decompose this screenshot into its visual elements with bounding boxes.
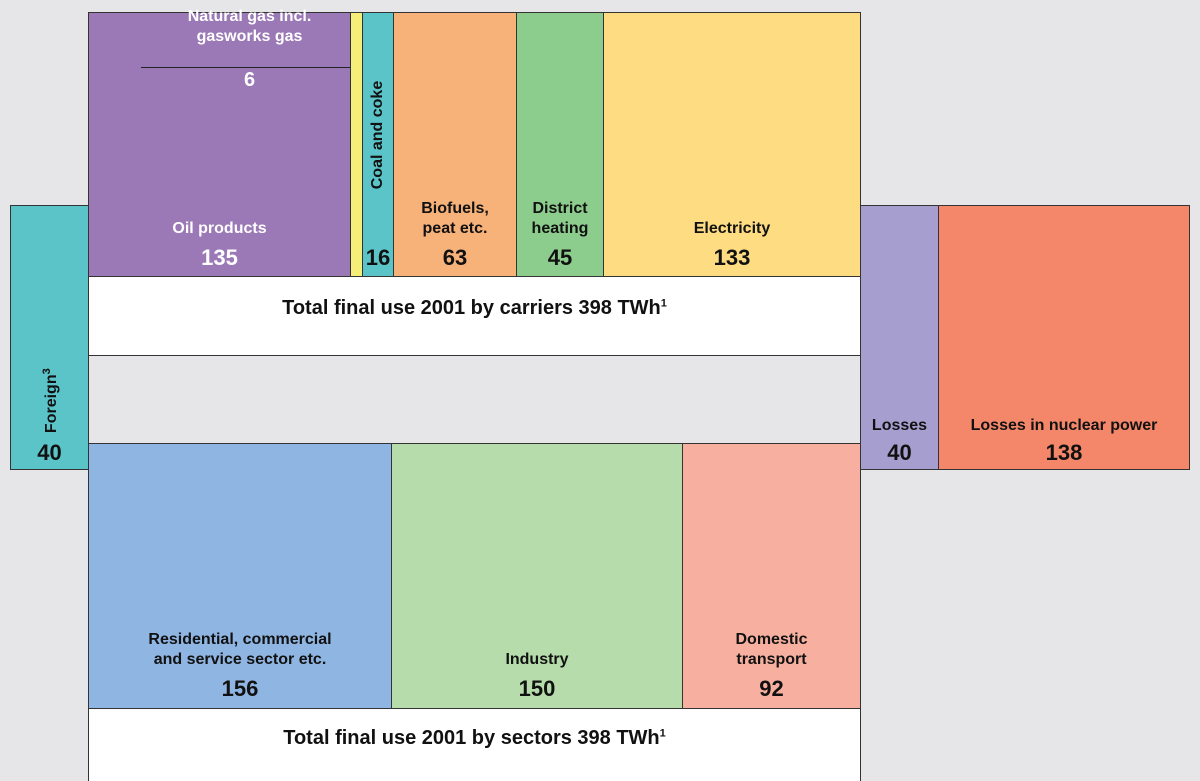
label: Biofuels, peat etc. — [394, 199, 516, 239]
footnote-mark: 1 — [660, 297, 667, 310]
label: Residential, commercial and service secto… — [89, 630, 391, 670]
label-line: and service sector etc. — [153, 651, 327, 668]
biofuels: Biofuels, peat etc. 63 — [393, 12, 517, 277]
label-line: Losses — [871, 417, 928, 434]
label-line: Foreign — [43, 374, 61, 434]
nuclear-losses: Losses in nuclear power 138 — [938, 205, 1190, 470]
losses: Losses 40 — [860, 205, 939, 470]
label-line: transport — [736, 651, 807, 668]
value: 40 — [37, 440, 62, 465]
value: 135 — [201, 245, 238, 270]
label-line: Coal and coke — [369, 80, 386, 190]
label: Losses — [861, 416, 938, 436]
sectors-total: Total final use 2001 by sectors 398 TWh1 — [88, 708, 861, 781]
total-title: Total final use 2001 by carriers 398 TWh… — [89, 297, 860, 320]
label: District heating — [517, 199, 603, 239]
industry: Industry 150 — [391, 443, 683, 709]
residential: Residential, commercial and service secto… — [88, 443, 392, 709]
label-line: gasworks gas — [196, 28, 303, 45]
label-line: Losses in nuclear power — [970, 417, 1158, 434]
label-line: Residential, commercial — [148, 631, 332, 648]
label-line: Domestic — [735, 631, 808, 648]
electricity: Electricity 133 — [603, 12, 861, 277]
label-line: Natural gas incl. — [187, 8, 312, 25]
label: Natural gas incl. gasworks gas — [129, 7, 370, 47]
label-line: heating — [531, 220, 589, 237]
value: 92 — [759, 676, 784, 701]
footnote-mark: 1 — [659, 727, 666, 740]
label-line: peat etc. — [422, 220, 488, 237]
footnote-mark: 3 — [40, 368, 53, 375]
label: Domestic transport — [683, 630, 860, 670]
value: 63 — [442, 245, 468, 270]
value: 133 — [713, 245, 751, 270]
label: Oil products — [89, 219, 350, 239]
foreign: Foreign3 40 — [10, 205, 89, 470]
value: 6 — [243, 69, 256, 91]
oil-products: Oil products 135 Natural gas incl. gaswor… — [88, 8, 357, 277]
coal-and-coke: Coal and coke 16 — [362, 12, 394, 277]
total-title: Total final use 2001 by sectors 398 TWh1 — [89, 727, 860, 750]
total-text: Total final use 2001 by sectors 398 TWh — [283, 727, 660, 749]
label: Electricity — [604, 219, 860, 239]
value: 40 — [887, 440, 912, 465]
value: 156 — [221, 676, 259, 701]
label-line: Electricity — [693, 220, 771, 237]
label-line: Oil products — [172, 220, 267, 237]
value: 138 — [1045, 440, 1083, 465]
value: 45 — [547, 245, 573, 270]
label-line: District — [532, 200, 588, 217]
label: Industry — [392, 650, 682, 670]
label: Losses in nuclear power — [939, 416, 1189, 436]
separator — [141, 67, 357, 68]
value: 150 — [518, 676, 556, 701]
label-line: Biofuels, — [421, 200, 489, 217]
value: 16 — [365, 245, 391, 270]
district-heating: District heating 45 — [516, 12, 604, 277]
label-line: Industry — [505, 651, 569, 668]
domestic-transport: Domestic transport 92 — [682, 443, 861, 709]
carriers-total: Total final use 2001 by carriers 398 TWh… — [88, 276, 861, 356]
label: Coal and coke — [368, 80, 388, 190]
total-text: Total final use 2001 by carriers 398 TWh — [282, 297, 661, 319]
